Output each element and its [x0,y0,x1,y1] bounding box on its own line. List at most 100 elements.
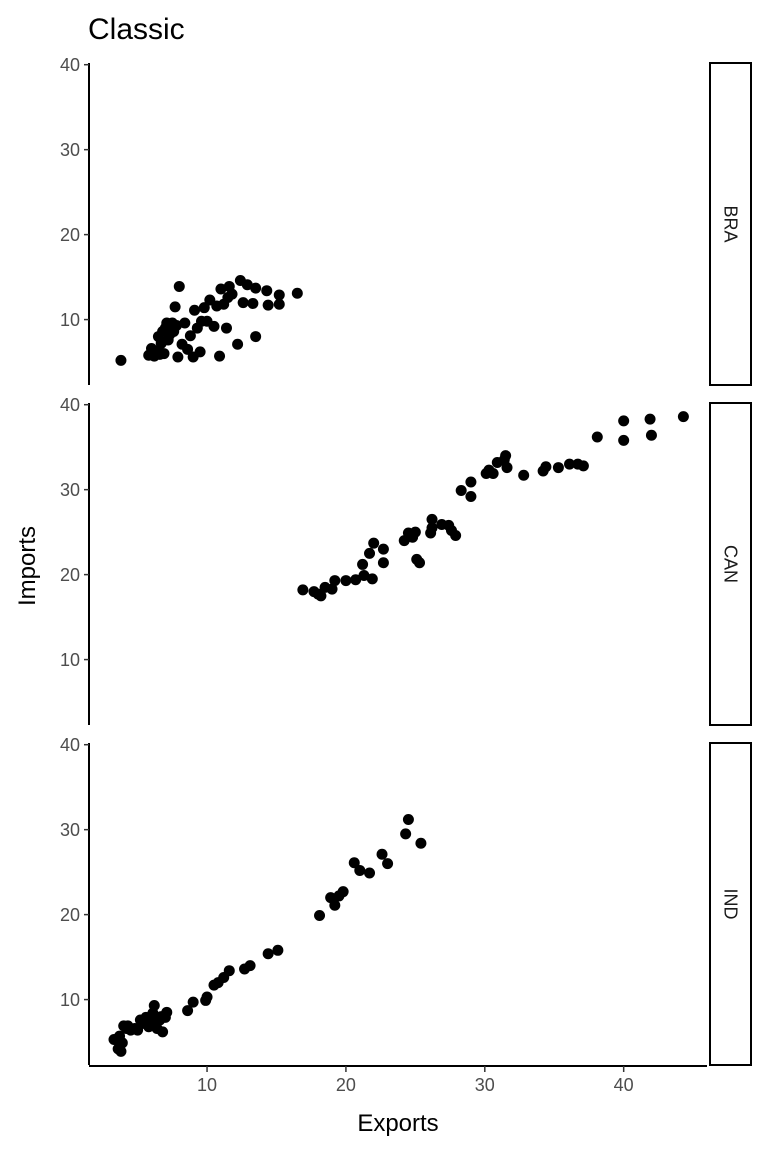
data-point [170,320,182,332]
data-point [414,557,426,569]
data-point [354,864,366,876]
data-point [201,991,213,1003]
y-tick-label: 20 [60,225,80,245]
data-point [172,351,184,363]
data-point [116,1037,128,1049]
facet-strip-label: CAN [721,545,741,583]
y-tick-label: 40 [60,395,80,415]
data-point [182,1005,194,1017]
data-point [618,434,630,446]
data-point [426,522,438,534]
data-point [241,279,253,291]
data-point [400,828,412,840]
data-point [158,348,170,360]
y-tick-label: 10 [60,650,80,670]
facet-strip [709,742,752,1066]
data-point [179,317,191,329]
data-point [591,431,603,443]
y-tick-label: 40 [60,55,80,75]
data-point [198,302,210,314]
data-point [376,848,388,860]
data-point [215,283,227,295]
data-point [350,574,362,586]
data-point [208,320,220,332]
data-point [187,996,199,1008]
data-point [237,297,249,309]
data-point [115,354,127,366]
facet-strip [709,62,752,386]
data-point [415,837,427,849]
data-point [518,469,530,481]
data-point [368,537,380,549]
data-point [161,1006,173,1018]
y-tick-label: 20 [60,905,80,925]
data-point [315,590,327,602]
data-point [455,485,467,497]
data-point [644,413,656,425]
data-point [358,569,370,581]
data-point [326,583,338,595]
data-point [340,575,352,587]
data-point [377,543,389,555]
data-point [184,330,196,342]
data-point [552,462,564,474]
facet-strip [709,402,752,726]
data-point [645,429,657,441]
data-point [272,944,284,956]
data-point [426,513,438,525]
x-tick-label: 40 [614,1075,634,1095]
data-point [148,1000,160,1012]
y-tick-label: 20 [60,565,80,585]
data-point [329,575,341,587]
data-point [182,343,194,355]
data-point [382,858,394,870]
data-point [329,899,341,911]
y-tick-label: 10 [60,310,80,330]
data-point [250,282,262,294]
y-tick-label: 40 [60,735,80,755]
data-point [250,331,262,343]
data-point [377,557,389,569]
data-point [364,867,376,879]
data-point [577,460,589,472]
data-point [487,468,499,480]
data-point [357,558,369,570]
data-point [364,547,376,559]
data-point [173,280,185,292]
x-tick-label: 30 [475,1075,495,1095]
panel-ind: 10 20 30 40 IND [60,735,752,1066]
data-point [232,338,244,350]
data-point [402,813,414,825]
data-point [337,886,349,898]
data-point [564,458,576,470]
data-point [194,346,206,358]
chart-title: Classic [88,13,185,46]
data-point [157,1026,169,1038]
data-point [465,476,477,488]
y-tick-label: 10 [60,990,80,1010]
data-point [273,298,285,310]
data-point [677,411,689,423]
y-tick-label: 30 [60,820,80,840]
data-point [273,289,285,301]
data-point [262,299,274,311]
panel-bra: 10 20 30 40 BRA [60,55,752,386]
data-point [214,350,226,362]
data-point [247,297,259,309]
data-point [115,1045,127,1057]
panel-can: 10 20 30 40 CAN [60,395,752,726]
data-point [501,462,513,474]
x-axis: 10 20 30 40 [89,1065,707,1095]
data-point [220,322,232,334]
data-point [465,490,477,502]
facet-strip-label: BRA [721,205,741,242]
y-tick-label: 30 [60,140,80,160]
data-point [540,461,552,473]
data-point [348,857,360,869]
y-tick-label: 30 [60,480,80,500]
data-point [244,960,256,972]
data-point [500,450,512,462]
data-point [618,415,630,427]
x-tick-label: 10 [197,1075,217,1095]
